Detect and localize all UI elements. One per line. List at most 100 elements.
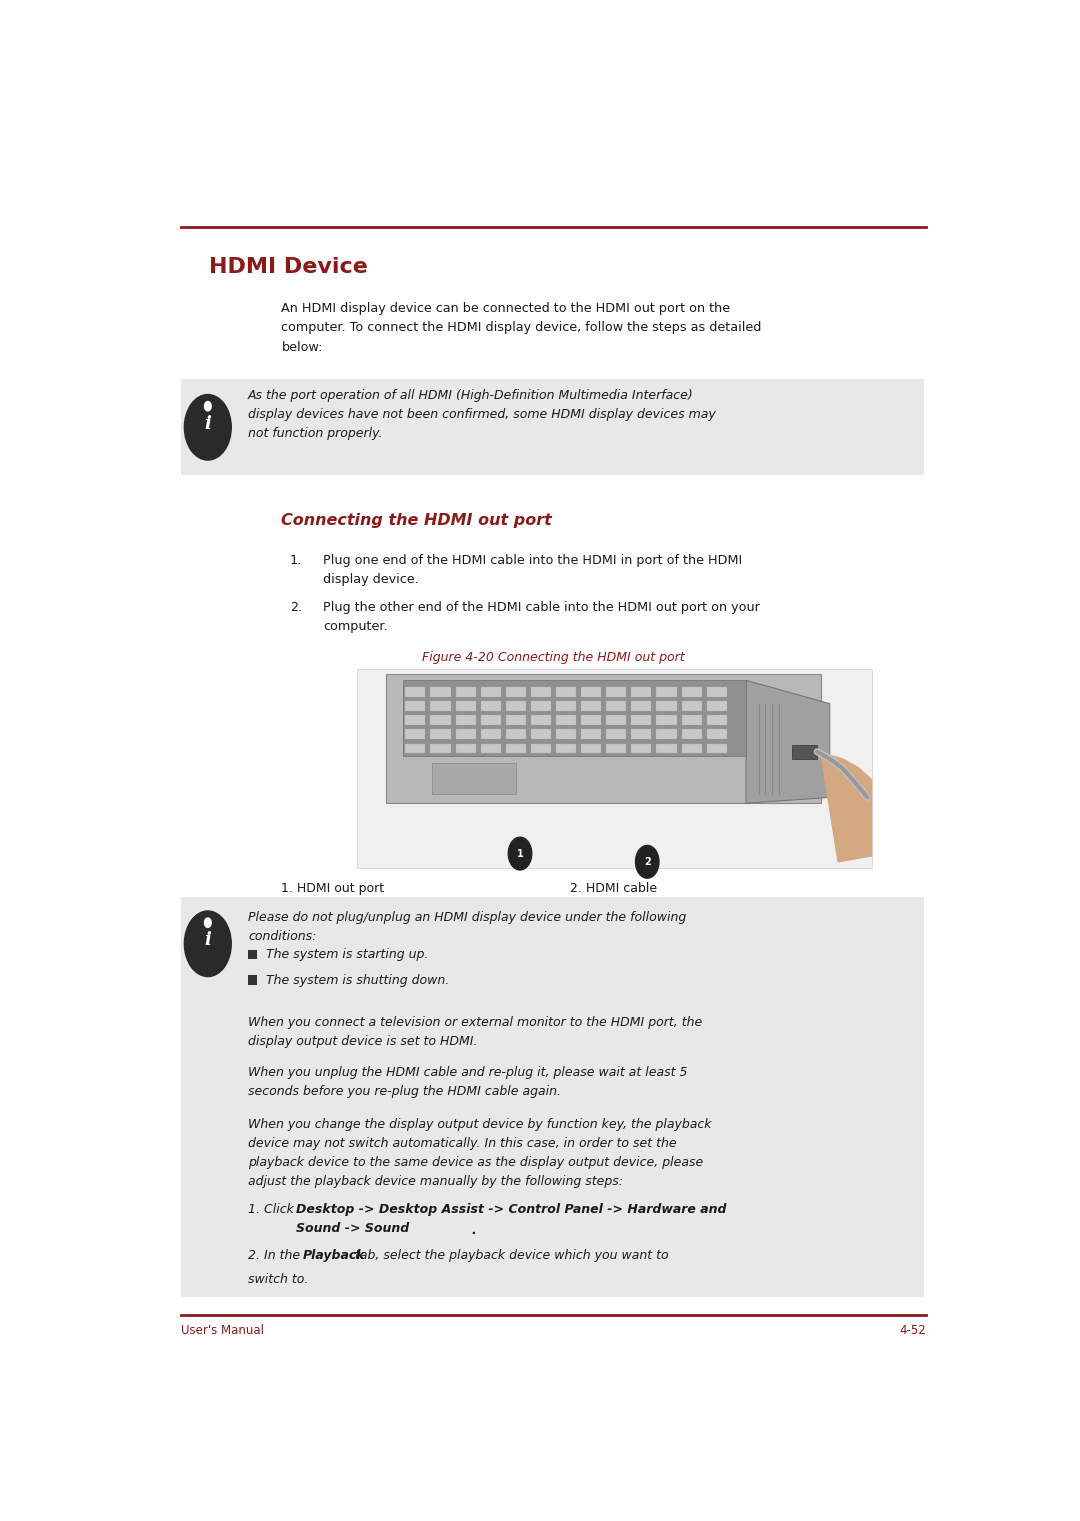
FancyBboxPatch shape bbox=[606, 730, 626, 739]
FancyBboxPatch shape bbox=[556, 715, 576, 726]
FancyBboxPatch shape bbox=[531, 701, 551, 710]
Text: Connecting the HDMI out port: Connecting the HDMI out port bbox=[282, 513, 552, 528]
Text: .: . bbox=[472, 1224, 476, 1237]
Text: When you unplug the HDMI cable and re-plug it, please wait at least 5
seconds be: When you unplug the HDMI cable and re-pl… bbox=[248, 1066, 688, 1098]
FancyBboxPatch shape bbox=[248, 949, 257, 960]
FancyBboxPatch shape bbox=[432, 764, 516, 794]
FancyBboxPatch shape bbox=[505, 687, 526, 697]
Circle shape bbox=[635, 846, 659, 878]
Text: User's Manual: User's Manual bbox=[181, 1323, 264, 1337]
Circle shape bbox=[204, 402, 212, 411]
Text: tab, select the playback device which you want to: tab, select the playback device which yo… bbox=[351, 1249, 669, 1262]
FancyBboxPatch shape bbox=[531, 687, 551, 697]
FancyBboxPatch shape bbox=[431, 730, 450, 739]
FancyBboxPatch shape bbox=[556, 701, 576, 710]
Circle shape bbox=[204, 919, 212, 928]
FancyBboxPatch shape bbox=[657, 687, 676, 697]
FancyBboxPatch shape bbox=[456, 744, 475, 753]
FancyBboxPatch shape bbox=[248, 975, 257, 984]
Text: Please do not plug/unplug an HDMI display device under the following
conditions:: Please do not plug/unplug an HDMI displa… bbox=[248, 911, 686, 943]
FancyBboxPatch shape bbox=[481, 715, 501, 726]
Polygon shape bbox=[387, 674, 821, 803]
FancyBboxPatch shape bbox=[531, 744, 551, 753]
FancyBboxPatch shape bbox=[632, 701, 651, 710]
Text: Plug the other end of the HDMI cable into the HDMI out port on your
computer.: Plug the other end of the HDMI cable int… bbox=[323, 601, 760, 633]
FancyBboxPatch shape bbox=[505, 715, 526, 726]
Text: 1. HDMI out port: 1. HDMI out port bbox=[282, 882, 384, 894]
FancyBboxPatch shape bbox=[556, 730, 576, 739]
FancyBboxPatch shape bbox=[505, 701, 526, 710]
FancyBboxPatch shape bbox=[456, 701, 475, 710]
Text: When you change the display output device by function key, the playback
device m: When you change the display output devic… bbox=[248, 1118, 712, 1188]
Text: The system is shutting down.: The system is shutting down. bbox=[267, 973, 449, 987]
Text: 1: 1 bbox=[516, 849, 524, 858]
Text: Playback: Playback bbox=[302, 1249, 365, 1262]
Text: 2: 2 bbox=[644, 856, 650, 867]
FancyBboxPatch shape bbox=[606, 744, 626, 753]
Text: 1.: 1. bbox=[289, 554, 302, 567]
FancyBboxPatch shape bbox=[405, 730, 426, 739]
Polygon shape bbox=[821, 753, 872, 862]
FancyBboxPatch shape bbox=[581, 715, 602, 726]
FancyBboxPatch shape bbox=[706, 701, 727, 710]
FancyBboxPatch shape bbox=[632, 730, 651, 739]
FancyBboxPatch shape bbox=[405, 687, 426, 697]
FancyBboxPatch shape bbox=[556, 744, 576, 753]
FancyBboxPatch shape bbox=[405, 744, 426, 753]
FancyBboxPatch shape bbox=[581, 687, 602, 697]
FancyBboxPatch shape bbox=[481, 730, 501, 739]
Text: Desktop -> Desktop Assist -> Control Panel -> Hardware and
Sound -> Sound: Desktop -> Desktop Assist -> Control Pan… bbox=[296, 1203, 726, 1235]
Circle shape bbox=[185, 911, 231, 976]
FancyBboxPatch shape bbox=[405, 701, 426, 710]
FancyBboxPatch shape bbox=[792, 745, 818, 759]
Text: As the port operation of all HDMI (High-Definition Multimedia Interface)
display: As the port operation of all HDMI (High-… bbox=[248, 389, 716, 440]
FancyBboxPatch shape bbox=[657, 730, 676, 739]
FancyBboxPatch shape bbox=[181, 897, 924, 1297]
FancyBboxPatch shape bbox=[581, 701, 602, 710]
FancyBboxPatch shape bbox=[481, 687, 501, 697]
FancyBboxPatch shape bbox=[481, 701, 501, 710]
FancyBboxPatch shape bbox=[581, 744, 602, 753]
FancyBboxPatch shape bbox=[431, 701, 450, 710]
FancyBboxPatch shape bbox=[657, 715, 676, 726]
FancyBboxPatch shape bbox=[456, 730, 475, 739]
Circle shape bbox=[185, 394, 231, 459]
FancyBboxPatch shape bbox=[706, 687, 727, 697]
Text: When you connect a television or external monitor to the HDMI port, the
display : When you connect a television or externa… bbox=[248, 1016, 702, 1048]
FancyBboxPatch shape bbox=[505, 744, 526, 753]
FancyBboxPatch shape bbox=[505, 730, 526, 739]
FancyBboxPatch shape bbox=[657, 744, 676, 753]
FancyBboxPatch shape bbox=[606, 687, 626, 697]
Text: Plug one end of the HDMI cable into the HDMI in port of the HDMI
display device.: Plug one end of the HDMI cable into the … bbox=[323, 554, 743, 586]
Text: 4-52: 4-52 bbox=[900, 1323, 926, 1337]
FancyBboxPatch shape bbox=[706, 715, 727, 726]
FancyBboxPatch shape bbox=[632, 715, 651, 726]
FancyBboxPatch shape bbox=[681, 730, 702, 739]
Text: 1. Click: 1. Click bbox=[248, 1203, 298, 1215]
Text: 2. HDMI cable: 2. HDMI cable bbox=[570, 882, 658, 894]
Text: switch to.: switch to. bbox=[248, 1273, 309, 1285]
FancyBboxPatch shape bbox=[456, 687, 475, 697]
FancyBboxPatch shape bbox=[181, 379, 924, 475]
Text: An HDMI display device can be connected to the HDMI out port on the
computer. To: An HDMI display device can be connected … bbox=[282, 303, 761, 354]
Text: 2. In the: 2. In the bbox=[248, 1249, 305, 1262]
Text: The system is starting up.: The system is starting up. bbox=[267, 948, 429, 961]
FancyBboxPatch shape bbox=[581, 730, 602, 739]
Polygon shape bbox=[403, 680, 746, 756]
FancyBboxPatch shape bbox=[431, 687, 450, 697]
FancyBboxPatch shape bbox=[632, 744, 651, 753]
Text: i: i bbox=[204, 931, 212, 949]
Polygon shape bbox=[746, 680, 829, 803]
FancyBboxPatch shape bbox=[405, 715, 426, 726]
FancyBboxPatch shape bbox=[606, 715, 626, 726]
FancyBboxPatch shape bbox=[681, 701, 702, 710]
FancyBboxPatch shape bbox=[431, 715, 450, 726]
FancyBboxPatch shape bbox=[706, 744, 727, 753]
FancyBboxPatch shape bbox=[657, 701, 676, 710]
FancyBboxPatch shape bbox=[681, 744, 702, 753]
FancyBboxPatch shape bbox=[706, 730, 727, 739]
Text: i: i bbox=[204, 415, 212, 433]
FancyBboxPatch shape bbox=[481, 744, 501, 753]
Text: Figure 4-20 Connecting the HDMI out port: Figure 4-20 Connecting the HDMI out port bbox=[422, 651, 685, 665]
Text: HDMI Device: HDMI Device bbox=[208, 257, 367, 277]
